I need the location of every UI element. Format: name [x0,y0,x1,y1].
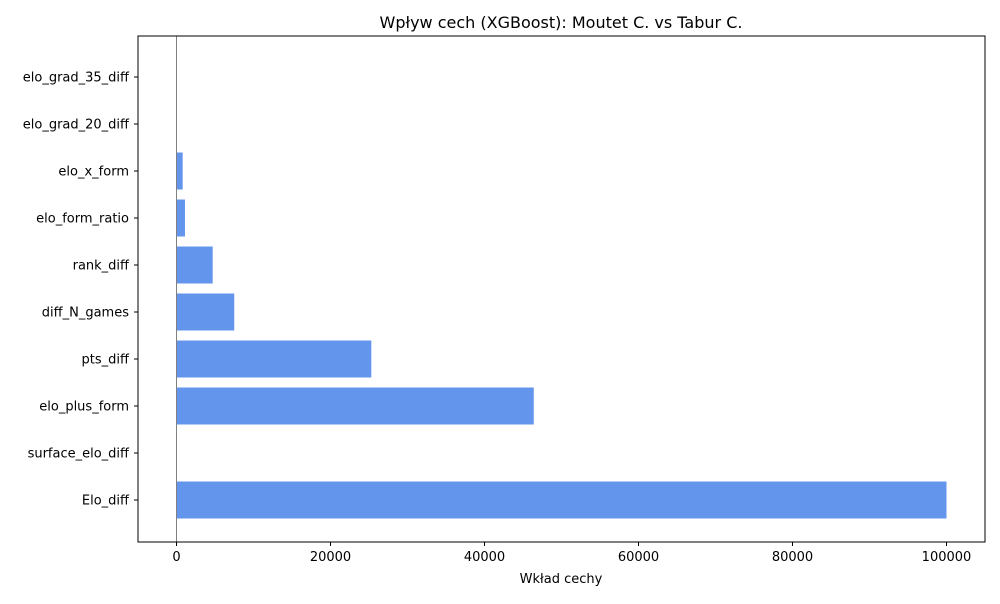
bar-pts-diff [176,340,372,378]
x-axis-label: Wkład cechy [520,572,603,587]
x-axis: 0 20000 40000 60000 80000 100000 [172,542,971,565]
bar-elo-x-form [176,152,183,190]
y-tick-label-elo-grad-35-diff: elo_grad_35_diff [23,71,130,86]
y-tick-label-surface-elo-diff: surface_elo_diff [28,447,130,462]
x-tick-label-40000: 40000 [464,550,505,565]
y-tick-label-diff-n-games: diff_N_games [42,306,129,321]
bar-elo-diff [176,481,947,519]
y-tick-label-elo-x-form: elo_x_form [58,165,129,180]
x-tick-label-100000: 100000 [922,550,972,565]
chart-title: Wpływ cech (XGBoost): Moutet C. vs Tabur… [380,13,743,32]
x-tick-label-60000: 60000 [618,550,659,565]
y-tick-label-elo-form-ratio: elo_form_ratio [36,212,129,227]
x-tick-label-20000: 20000 [310,550,351,565]
y-axis: Elo_diff surface_elo_diff elo_plus_form pts… [23,71,138,509]
bar-rank-diff [176,246,213,284]
x-tick-label-80000: 80000 [772,550,813,565]
bars-group [176,152,947,519]
bar-elo-plus-form [176,387,534,425]
x-tick-label-0: 0 [172,550,180,565]
bar-diff-n-games [176,293,235,331]
y-tick-label-elo-diff: Elo_diff [82,494,130,509]
y-tick-label-rank-diff: rank_diff [73,259,130,274]
y-tick-label-elo-plus-form: elo_plus_form [39,400,129,415]
bar-elo-form-ratio [176,199,185,237]
y-tick-label-pts-diff: pts_diff [82,353,130,368]
y-tick-label-elo-grad-20-diff: elo_grad_20_diff [23,118,130,133]
plot-area-frame [137,35,986,543]
